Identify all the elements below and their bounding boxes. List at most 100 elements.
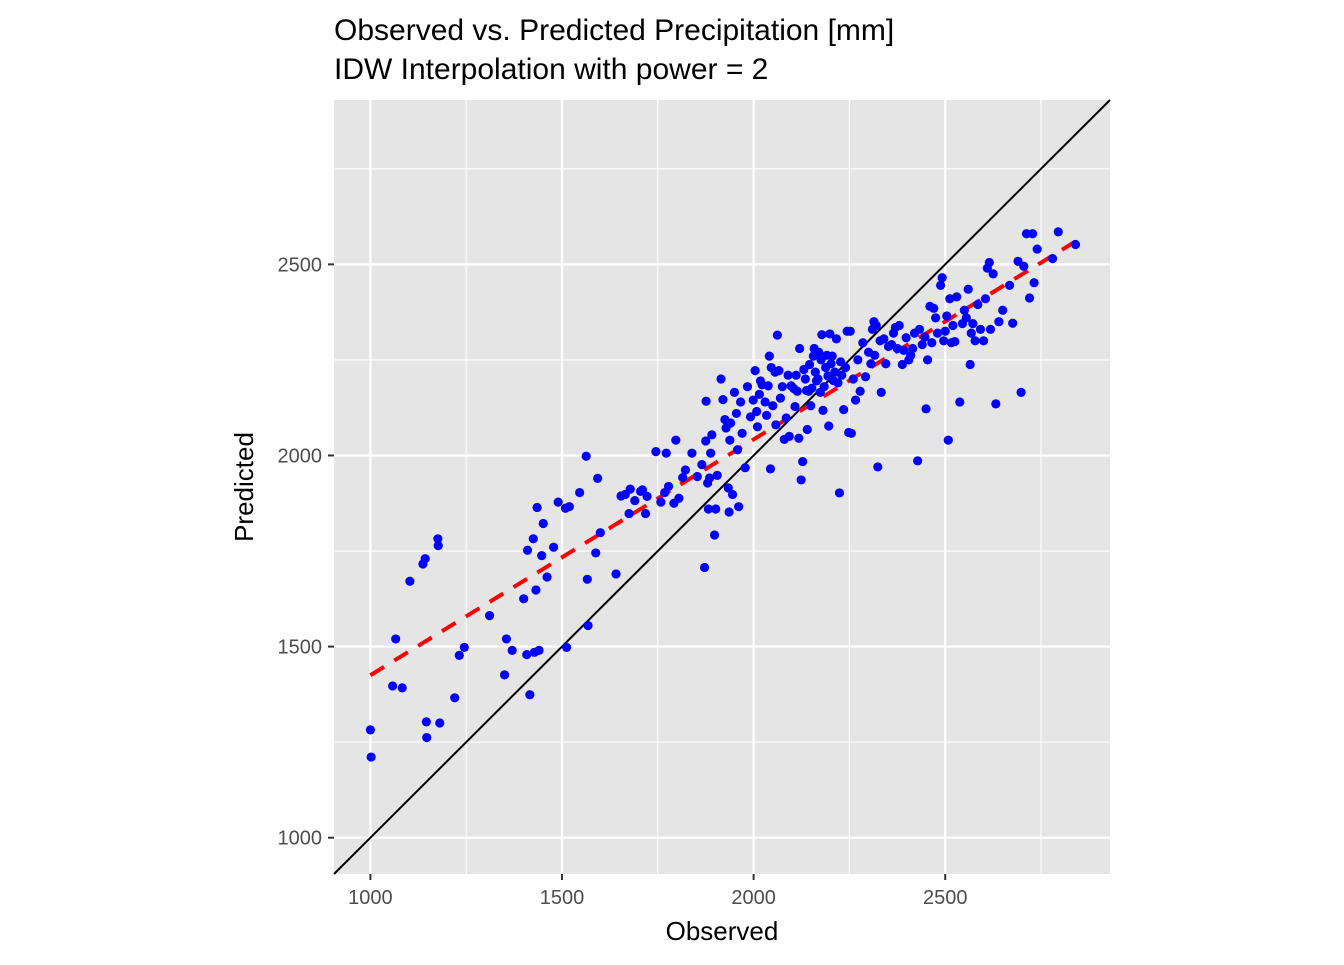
data-point — [826, 359, 836, 369]
data-point — [630, 495, 640, 506]
data-point — [798, 456, 808, 467]
y-tick-label: 2000 — [278, 445, 323, 467]
x-tick-label: 2000 — [731, 887, 776, 909]
x-tick-label: 1500 — [540, 887, 585, 909]
data-point — [519, 594, 529, 604]
data-point — [711, 504, 721, 514]
data-point — [765, 464, 776, 474]
data-point — [625, 484, 635, 494]
data-point — [366, 752, 376, 762]
data-point — [881, 359, 891, 369]
data-point — [800, 374, 810, 384]
data-point — [740, 463, 750, 473]
data-point — [405, 576, 415, 586]
data-point — [528, 534, 538, 544]
data-point — [725, 435, 735, 445]
data-point — [975, 324, 986, 334]
data-point — [750, 366, 760, 376]
data-point — [796, 475, 806, 485]
data-point — [833, 378, 843, 388]
data-point — [853, 355, 863, 365]
data-point — [706, 448, 716, 458]
data-point — [914, 324, 925, 334]
data-point — [499, 670, 510, 680]
data-point — [1008, 318, 1018, 328]
data-point — [794, 433, 804, 443]
data-point — [827, 351, 837, 361]
data-point — [704, 473, 715, 483]
data-point — [581, 451, 591, 461]
x-tick-label: 1000 — [348, 887, 393, 909]
data-point — [593, 473, 603, 483]
data-point — [748, 395, 758, 405]
data-point — [532, 502, 542, 513]
data-point — [727, 489, 738, 500]
data-point — [671, 435, 681, 445]
data-point — [435, 718, 445, 728]
data-point — [970, 336, 980, 346]
data-point — [791, 370, 801, 380]
data-point — [699, 562, 710, 573]
data-point — [734, 502, 744, 512]
data-point — [950, 336, 960, 347]
y-tick-label: 2500 — [278, 254, 323, 276]
data-point — [718, 395, 728, 405]
data-point — [564, 502, 574, 512]
data-point — [945, 294, 955, 304]
data-point — [507, 645, 517, 656]
data-point — [978, 336, 989, 346]
data-point — [1019, 261, 1029, 271]
data-point — [735, 397, 746, 407]
data-point — [804, 359, 815, 370]
data-point — [712, 470, 722, 480]
data-point — [792, 386, 802, 396]
data-point — [611, 569, 621, 579]
data-point — [813, 374, 823, 384]
data-point — [674, 493, 684, 503]
data-point — [391, 634, 401, 644]
data-point — [980, 294, 991, 304]
data-point — [703, 504, 713, 514]
data-point — [531, 585, 541, 595]
data-point — [840, 362, 851, 373]
data-point — [968, 319, 978, 329]
data-point — [433, 541, 443, 551]
data-point — [870, 350, 880, 360]
data-point — [927, 338, 937, 348]
data-point — [1004, 280, 1015, 290]
data-point — [858, 338, 868, 348]
data-point — [1070, 239, 1081, 250]
data-point — [538, 518, 548, 529]
y-tick-label: 1500 — [278, 637, 323, 659]
data-point — [991, 399, 1001, 409]
data-point — [723, 483, 733, 493]
data-point — [763, 381, 773, 391]
data-point — [848, 374, 858, 384]
x-tick-label: 2500 — [923, 887, 968, 909]
data-point — [955, 397, 965, 407]
data-point — [701, 396, 711, 406]
data-point — [742, 382, 753, 392]
data-point — [913, 456, 923, 466]
data-point — [917, 340, 927, 350]
data-point — [745, 412, 756, 422]
data-point — [897, 359, 907, 370]
data-point — [998, 305, 1008, 315]
identity-line — [333, 99, 1111, 875]
data-point — [701, 436, 711, 446]
data-point — [651, 447, 661, 457]
data-point — [922, 355, 933, 365]
data-point — [795, 343, 805, 354]
data-point — [936, 280, 946, 290]
data-point — [873, 462, 883, 472]
data-point — [952, 292, 962, 302]
data-point — [850, 395, 861, 405]
data-point — [562, 642, 572, 652]
data-point — [784, 431, 794, 441]
data-point — [921, 404, 931, 414]
data-point — [1029, 278, 1039, 288]
data-point — [450, 693, 460, 703]
data-point — [525, 690, 535, 700]
data-point — [966, 328, 976, 338]
